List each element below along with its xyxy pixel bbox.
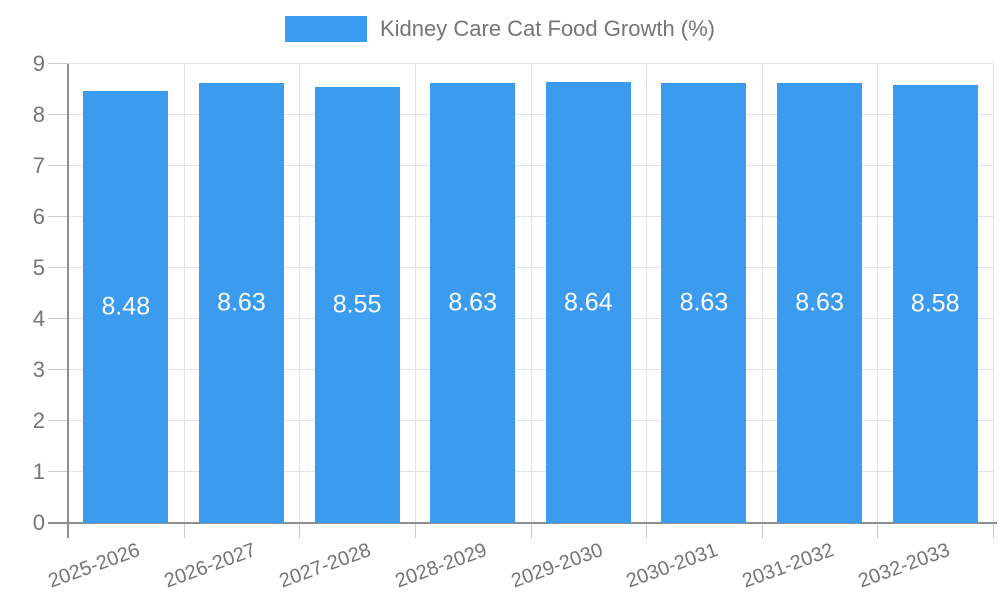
- bar: 8.63: [661, 82, 747, 523]
- bar-value-label: 8.64: [563, 288, 613, 317]
- x-category-label: 2026-2027: [161, 539, 259, 593]
- y-tick-label: 0: [32, 510, 45, 535]
- y-axis-tick: [48, 267, 68, 268]
- y-tick-label: 4: [32, 306, 45, 331]
- x-axis-tick: [646, 523, 648, 538]
- x-gridline: [299, 64, 301, 523]
- y-tick-label: 1: [32, 459, 45, 484]
- x-axis-tick: [877, 523, 879, 538]
- bar-value-label: 8.63: [448, 288, 498, 317]
- x-axis-tick: [183, 523, 185, 538]
- bar: 8.63: [430, 82, 516, 523]
- bar: 8.63: [198, 82, 284, 523]
- x-category-label: 2028-2029: [392, 539, 490, 593]
- legend-swatch: [284, 16, 367, 42]
- bar-value-label: 8.63: [795, 288, 844, 317]
- x-category-label: 2030-2031: [623, 539, 722, 593]
- x-gridline: [761, 64, 763, 523]
- y-tick-label: 8: [32, 102, 45, 127]
- x-category-label: 2029-2030: [508, 539, 606, 593]
- bar: 8.55: [314, 86, 400, 523]
- x-gridline: [530, 64, 532, 523]
- y-axis-line: [67, 64, 69, 538]
- bar-value-label: 8.58: [910, 289, 960, 318]
- y-axis-tick: [48, 114, 68, 115]
- x-gridline: [877, 64, 879, 523]
- x-axis-tick: [993, 523, 994, 538]
- bar: 8.48: [83, 90, 169, 523]
- y-axis-tick: [48, 318, 68, 319]
- x-gridline: [183, 64, 185, 523]
- chart-legend[interactable]: Kidney Care Cat Food Growth (%): [0, 16, 1000, 42]
- legend-label: Kidney Care Cat Food Growth (%): [379, 16, 716, 41]
- plot-area: 0 1 2 3 4 5 6 7 8 9 8.48 2025-2026 8.63 2026-2027 8.55…: [33, 53, 997, 592]
- x-gridline: [993, 64, 994, 523]
- y-axis-tick: [48, 63, 68, 64]
- x-category-label: 2032-2033: [854, 539, 953, 593]
- y-gridline: [68, 63, 993, 64]
- bar: 8.58: [892, 85, 978, 523]
- x-axis-tick: [761, 523, 763, 538]
- y-tick-label: 3: [32, 357, 45, 383]
- bar-value-label: 8.63: [679, 288, 729, 317]
- x-axis-tick: [530, 523, 532, 538]
- y-axis-tick: [48, 165, 68, 166]
- y-axis-tick: [48, 216, 68, 218]
- y-tick-label: 2: [32, 408, 45, 433]
- y-axis-tick: [48, 420, 68, 421]
- y-axis-tick: [48, 471, 68, 472]
- y-tick-label: 7: [32, 153, 45, 178]
- x-category-label: 2027-2028: [276, 539, 375, 593]
- y-tick-label: 6: [32, 204, 45, 230]
- bar-value-label: 8.48: [101, 292, 151, 321]
- bar: 8.63: [777, 82, 863, 523]
- bar-value-label: 8.55: [332, 290, 382, 319]
- x-gridline: [646, 64, 648, 523]
- y-tick-label: 9: [32, 51, 45, 76]
- bar: 8.64: [545, 82, 631, 523]
- x-category-label: 2031-2032: [739, 539, 837, 593]
- y-tick-label: 5: [32, 255, 45, 280]
- x-gridline: [414, 64, 416, 523]
- x-axis-line: [48, 522, 997, 524]
- x-axis-tick: [414, 523, 416, 538]
- bar-value-label: 8.63: [217, 288, 266, 317]
- x-axis-tick: [299, 523, 301, 538]
- x-category-label: 2025-2026: [45, 539, 143, 593]
- y-axis-tick: [48, 369, 68, 371]
